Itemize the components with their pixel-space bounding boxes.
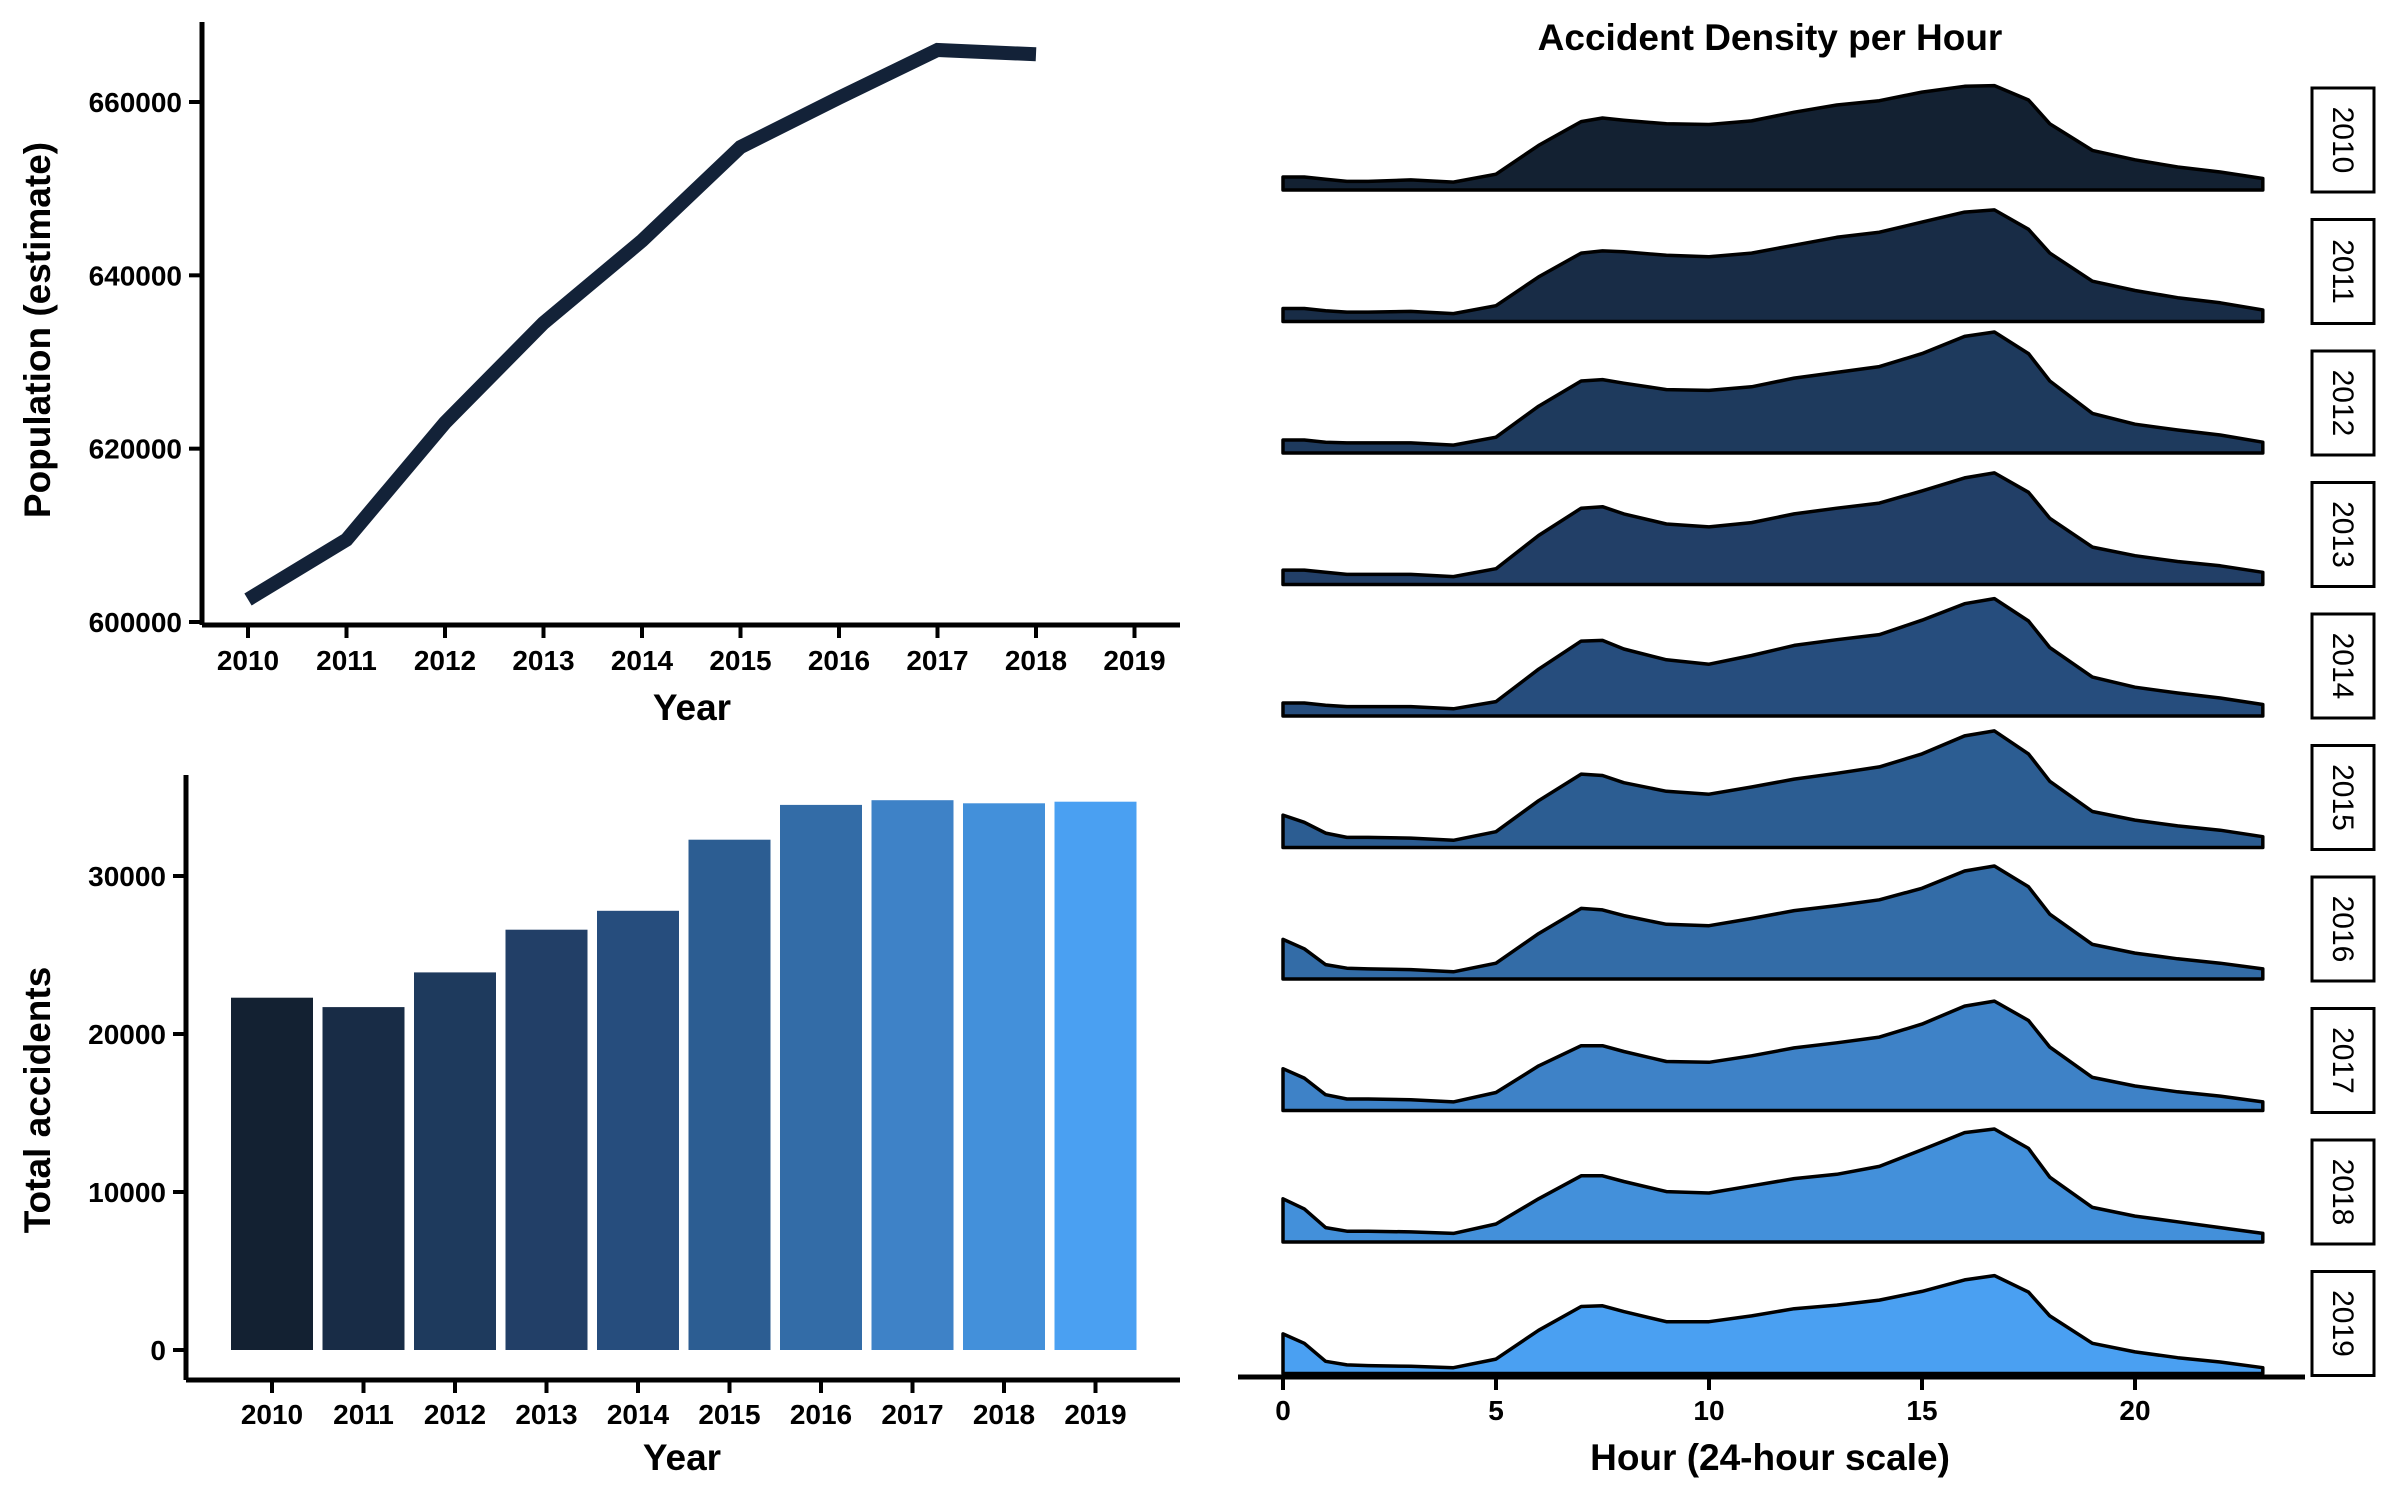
year-strip-box <box>2310 1007 2376 1114</box>
population-x-tick-label: 2018 <box>1005 645 1067 676</box>
accident-bar <box>1054 801 1137 1350</box>
density-ridge <box>1281 330 2265 455</box>
density-ridge <box>1281 83 2265 192</box>
accident-bar <box>780 804 862 1350</box>
year-strip-box <box>2310 875 2376 983</box>
accident-bars <box>231 800 1137 1350</box>
year-strip-box <box>2310 481 2376 588</box>
year-strips: 2010 2011 2012 2013 2014 2015 2016 2017 2018 2019 <box>2310 86 2376 1377</box>
population-y-tick-label: 660000 <box>89 87 182 118</box>
density-ridge <box>1281 864 2265 981</box>
population-line-marks <box>244 42 1037 606</box>
accidents-y-tick-label: 10000 <box>88 1177 166 1208</box>
accident-bar <box>231 997 313 1350</box>
year-strip-box <box>2310 349 2376 457</box>
accident-bar <box>963 803 1045 1350</box>
accident-bar <box>597 910 679 1350</box>
density-ridge <box>1281 729 2265 850</box>
density-ridge <box>1281 1273 2265 1376</box>
ridgeline-x-tick-label: 0 <box>1275 1395 1291 1426</box>
year-strip-box <box>2310 1270 2376 1377</box>
population-x-tick-label: 2011 <box>316 645 377 676</box>
year-strip-box <box>2310 744 2376 851</box>
population-x-tick-label: 2019 <box>1103 645 1165 676</box>
ridgeline-x-tick-label: 15 <box>1906 1395 1937 1426</box>
population-x-tick-label: 2014 <box>611 645 674 676</box>
accident-bar <box>505 929 588 1350</box>
accidents-x-tick-label: 2011 <box>333 1399 394 1430</box>
accidents-x-tick-label: 2014 <box>607 1399 670 1430</box>
accidents-y-tick-label: 30000 <box>88 861 166 892</box>
year-strip-label: 2011 <box>2326 239 2359 304</box>
year-strip-label: 2016 <box>2326 896 2359 963</box>
year-strip-box <box>2310 612 2376 720</box>
ridgeline-title: Accident Density per Hour <box>1538 17 2003 58</box>
density-ridges <box>1281 83 2265 1376</box>
population-line-chart: 2010 2011 2012 2013 2014 2015 2016 2017 2018 2019… <box>17 22 1180 728</box>
accident-density-ridgeline: Accident Density per Hour 20102011201220… <box>1238 17 2376 1478</box>
population-line <box>244 42 1037 606</box>
density-ridge <box>1281 471 2265 587</box>
accident-bar <box>871 800 954 1350</box>
accidents-x-axis-title: Year <box>643 1437 721 1478</box>
population-x-tick-label: 2017 <box>906 645 968 676</box>
accidents-axes: 2010 2011 2012 2013 2014 2015 2016 2017 2018 2019… <box>88 775 1180 1430</box>
year-strip-box <box>2310 218 2376 325</box>
year-strip-label: 2013 <box>2326 501 2359 568</box>
accidents-x-tick-label: 2019 <box>1064 1399 1126 1430</box>
accidents-x-tick-label: 2018 <box>973 1399 1035 1430</box>
year-strip-label: 2014 <box>2326 633 2359 700</box>
year-strip-label: 2015 <box>2326 764 2359 831</box>
density-ridge <box>1281 999 2265 1113</box>
ridgeline-axes: 0 5 10 15 20 <box>1238 1374 2305 1426</box>
accidents-x-tick-label: 2013 <box>515 1399 577 1430</box>
population-x-tick-label: 2013 <box>512 645 574 676</box>
population-x-tick-label: 2010 <box>217 645 279 676</box>
population-y-axis-title: Population (estimate) <box>17 142 58 518</box>
accidents-x-tick-label: 2012 <box>424 1399 486 1430</box>
accidents-x-tick-label: 2015 <box>698 1399 760 1430</box>
year-strip-label: 2010 <box>2326 107 2359 174</box>
year-strip-label: 2017 <box>2326 1027 2359 1094</box>
accident-bar <box>688 839 771 1350</box>
accidents-x-tick-label: 2016 <box>790 1399 852 1430</box>
year-strip-box <box>2310 1138 2376 1246</box>
accidents-x-tick-label: 2010 <box>241 1399 303 1430</box>
year-strip-box <box>2310 86 2376 194</box>
accident-bar <box>322 1007 405 1350</box>
population-axes: 2010 2011 2012 2013 2014 2015 2016 2017 2018 2019… <box>89 22 1180 676</box>
accidents-y-axis-title: Total accidents <box>17 967 58 1234</box>
density-ridge <box>1281 208 2265 324</box>
ridgeline-x-tick-label: 5 <box>1488 1395 1504 1426</box>
population-y-tick-label: 600000 <box>89 607 182 638</box>
accidents-y-tick-label: 0 <box>150 1335 166 1366</box>
ridgeline-x-tick-label: 10 <box>1693 1395 1724 1426</box>
year-strip-label: 2018 <box>2326 1159 2359 1226</box>
population-x-tick-label: 2015 <box>709 645 771 676</box>
ridgeline-x-tick-label: 20 <box>2119 1395 2150 1426</box>
population-y-tick-label: 640000 <box>89 260 182 291</box>
density-ridge <box>1281 596 2265 718</box>
year-strip-label: 2012 <box>2326 370 2359 437</box>
population-x-tick-label: 2016 <box>808 645 870 676</box>
population-x-tick-label: 2012 <box>414 645 476 676</box>
accidents-bar-chart: 2010 2011 2012 2013 2014 2015 2016 2017 2018 2019… <box>17 775 1180 1478</box>
density-ridge <box>1281 1127 2265 1244</box>
accidents-x-tick-label: 2017 <box>881 1399 943 1430</box>
population-x-axis-title: Year <box>653 687 731 728</box>
accident-bar <box>414 972 496 1350</box>
ridgeline-x-axis-title: Hour (24-hour scale) <box>1590 1437 1950 1478</box>
accidents-y-tick-label: 20000 <box>88 1019 166 1050</box>
year-strip-label: 2019 <box>2326 1290 2359 1357</box>
population-y-tick-label: 620000 <box>89 434 182 465</box>
